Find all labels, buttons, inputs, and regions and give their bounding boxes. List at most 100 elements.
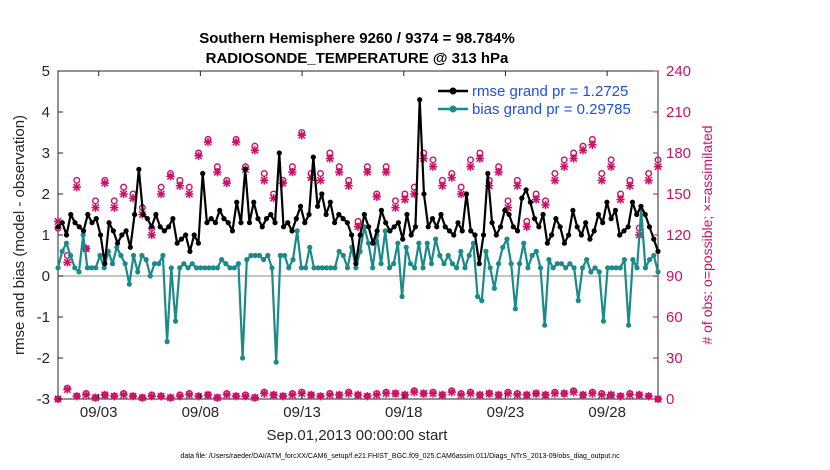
rmse-point [625, 224, 631, 230]
rmse-point [293, 216, 299, 222]
rmse-point [72, 220, 78, 226]
obs-assimilated-marker [128, 392, 138, 401]
rmse-point [417, 97, 423, 103]
legend-rmse-label: rmse grand pr = 1.2725 [472, 83, 628, 100]
rmse-point [68, 211, 74, 218]
rmse-point [523, 187, 529, 193]
obs-assimilated-marker [513, 181, 522, 190]
obs-assimilated-marker [100, 178, 110, 188]
obs-assimilated-marker [428, 162, 438, 171]
bias-point [235, 261, 242, 267]
obs-assimilated-marker [522, 390, 531, 400]
rmse-point [553, 216, 559, 222]
obs-assimilated-marker [175, 392, 185, 401]
rmse-point [531, 216, 538, 222]
bias-point [500, 244, 506, 250]
bias-point [277, 252, 283, 259]
bias-point [516, 261, 523, 267]
bias-point [592, 265, 598, 271]
obs-assimilated-marker [597, 176, 606, 185]
obs-assimilated-marker [231, 392, 241, 401]
obs-assimilated-marker [63, 258, 72, 267]
rmse-point [400, 236, 406, 242]
rmse-point [446, 228, 453, 234]
rmse-point [187, 248, 193, 254]
rmse-point [200, 170, 206, 177]
rmse-point [651, 236, 657, 242]
y-right-tick-label: 120 [666, 227, 691, 244]
bias-series [55, 207, 661, 365]
obs-assimilated-marker [222, 390, 231, 400]
rmse-point [255, 216, 261, 222]
rmse-point [340, 216, 346, 222]
bias-point [563, 265, 569, 271]
rmse-point [178, 236, 185, 242]
bias-point [491, 285, 497, 291]
obs-assimilated-marker [522, 222, 531, 231]
y-tick-label: 0 [42, 268, 50, 285]
rmse-point [238, 220, 244, 226]
y-right-tick-label: 180 [666, 145, 691, 162]
bias-point [487, 265, 493, 271]
rmse-point [421, 191, 427, 197]
y-tick-label: 1 [42, 227, 50, 244]
rmse-point [408, 232, 414, 238]
bias-point [525, 265, 531, 271]
obs-assimilated-marker [316, 176, 325, 185]
bias-point [441, 261, 447, 267]
obs-assimilated-marker [438, 181, 447, 190]
obs-assimilated-marker [156, 392, 166, 401]
obs-assimilated-marker [325, 154, 335, 163]
bias-point [319, 265, 325, 271]
obs-assimilated-marker [213, 393, 222, 402]
rmse-point [319, 191, 325, 197]
bias-point [428, 261, 435, 267]
bias-point [223, 261, 229, 267]
bias-point [420, 265, 426, 271]
bias-point [290, 257, 296, 263]
obs-assimilated-marker [194, 151, 203, 160]
bias-point [114, 244, 120, 250]
bias-point [302, 265, 309, 271]
rmse-point [480, 232, 487, 238]
bias-point [378, 261, 384, 267]
obs-assimilated-marker [91, 203, 100, 212]
obs-assimilated-marker [335, 390, 344, 400]
bias-point [600, 318, 607, 324]
obs-assimilated-marker [475, 154, 485, 163]
obs-assimilated-marker [269, 390, 278, 400]
y-right-tick-label: 240 [666, 63, 691, 80]
bias-point [273, 359, 279, 365]
rmse-point [357, 232, 363, 238]
obs-assimilated-marker [288, 390, 297, 400]
rmse-point [119, 232, 125, 238]
bias-point [193, 265, 200, 271]
rmse-point [191, 232, 197, 238]
rmse-point [621, 228, 627, 234]
obs-assimilated-marker [391, 389, 400, 398]
bias-point [630, 257, 636, 263]
legend-bias-marker [449, 105, 457, 113]
obs-assimilated-marker [128, 193, 138, 203]
bias-point [101, 265, 107, 271]
obs-assimilated-marker [325, 390, 335, 400]
bias-point [642, 265, 649, 271]
rmse-point [195, 240, 202, 246]
bias-point [479, 298, 485, 304]
y-tick-label: -3 [37, 391, 50, 408]
bias-point [214, 265, 221, 271]
obs-assimilated-marker [316, 392, 325, 401]
rmse-series [55, 97, 661, 267]
obs-assimilated-marker [456, 189, 466, 199]
rmse-point [85, 211, 91, 218]
obs-assimilated-marker [466, 162, 475, 171]
obs-assimilated-marker [541, 390, 550, 400]
rmse-point [217, 207, 223, 213]
obs-assimilated-marker [344, 181, 353, 190]
bias-point [265, 252, 271, 259]
rmse-point [153, 211, 159, 218]
rmse-point [123, 228, 129, 234]
rmse-point [80, 228, 87, 234]
obs-assimilated-marker [578, 390, 588, 400]
rmse-point [166, 224, 172, 230]
